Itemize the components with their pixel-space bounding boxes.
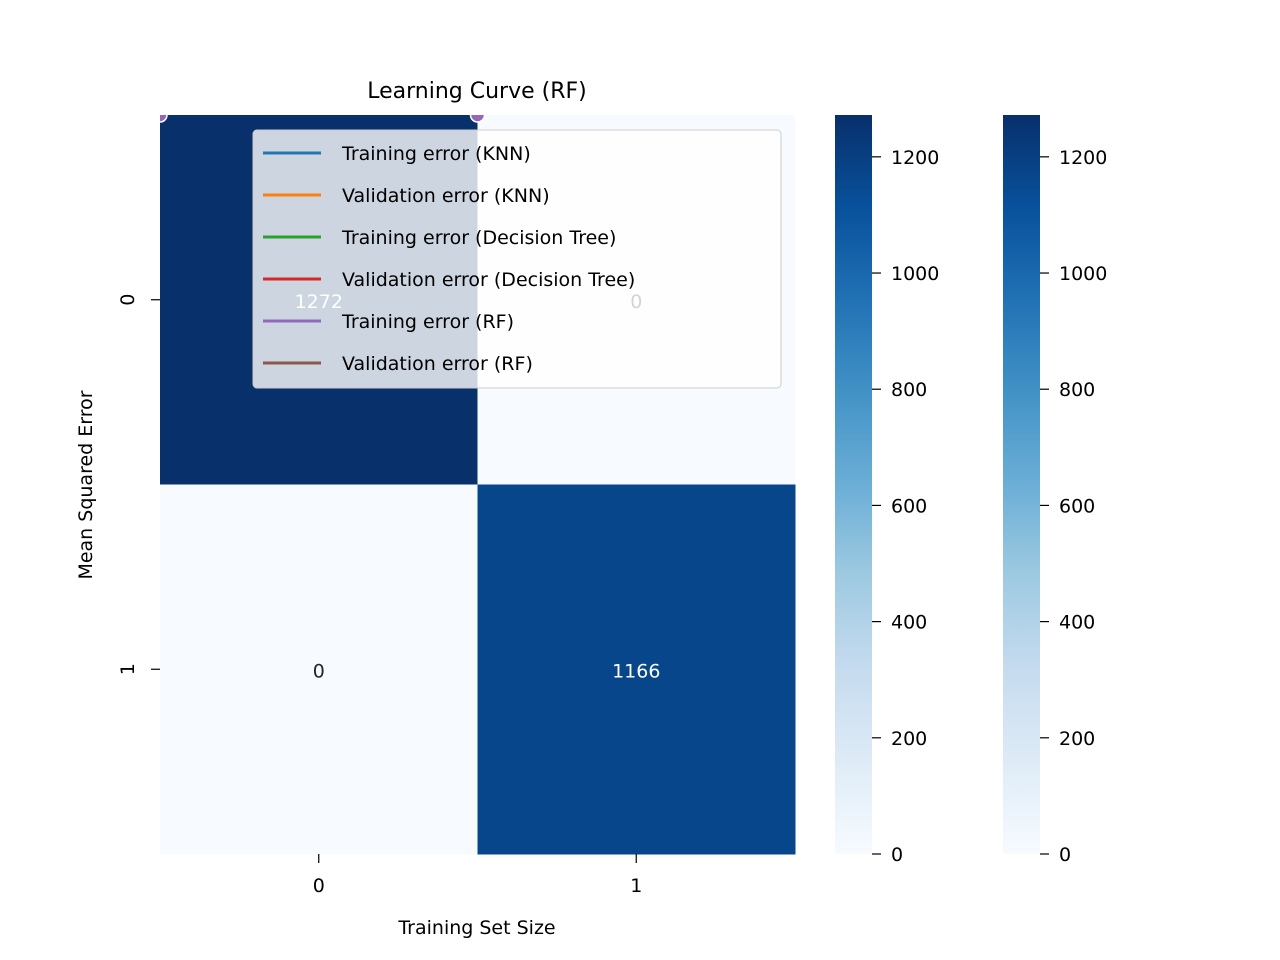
legend-label: Training error (KNN) — [341, 143, 531, 165]
colorbar-1-ticks: 0 200 400 600 800 1000 1200 — [872, 147, 939, 866]
rf-training-markers — [160, 115, 486, 123]
legend-label: Training error (Decision Tree) — [341, 227, 616, 249]
legend-label: Validation error (RF) — [342, 353, 533, 375]
heatmap-cell — [477, 484, 796, 855]
chart-title: Learning Curve (RF) — [367, 79, 587, 104]
y-axis-label: Mean Squared Error — [75, 390, 97, 579]
y-tick-label: 1 — [117, 663, 139, 675]
marker-point — [469, 115, 486, 123]
colorbar-tick-label: 1200 — [1059, 147, 1107, 169]
x-tick-label: 0 — [313, 875, 325, 897]
colorbar-tick-label: 400 — [891, 612, 927, 634]
legend-entries: Training error (KNN) Validation error (KN… — [263, 143, 635, 375]
x-axis-label: Training Set Size — [397, 917, 555, 939]
colorbar-tick-label: 0 — [1059, 844, 1071, 866]
legend-label: Validation error (KNN) — [342, 185, 550, 207]
colorbar-tick-label: 0 — [891, 844, 903, 866]
legend-label: Validation error (Decision Tree) — [342, 269, 635, 291]
colorbar-tick-label: 800 — [1059, 379, 1095, 401]
marker-point — [160, 115, 168, 123]
y-tick-label: 0 — [117, 294, 139, 306]
y-axis: 01 — [117, 294, 160, 675]
colorbar-tick-label: 200 — [1059, 728, 1095, 750]
colorbar-tick-label: 600 — [891, 495, 927, 517]
colorbar-tick-label: 800 — [891, 379, 927, 401]
colorbar-tick-label: 200 — [891, 728, 927, 750]
colorbar-1: 0 200 400 600 800 1000 1200 — [835, 115, 939, 866]
colorbar-2-gradient — [1003, 115, 1040, 854]
cell-value-label: 0 — [313, 660, 325, 682]
heatmap-cell — [160, 484, 478, 855]
legend: Training error (KNN) Validation error (KN… — [252, 129, 782, 389]
cell-value-label: 1166 — [612, 660, 660, 682]
legend-box — [252, 129, 782, 389]
colorbar-tick-label: 1200 — [891, 147, 939, 169]
legend-label: Training error (RF) — [341, 311, 514, 333]
colorbar-tick-label: 600 — [1059, 495, 1095, 517]
x-tick-label: 1 — [630, 875, 642, 897]
colorbar-2-ticks: 0 200 400 600 800 1000 1200 — [1040, 147, 1107, 866]
colorbar-tick-label: 1000 — [1059, 263, 1107, 285]
colorbar-tick-label: 1000 — [891, 263, 939, 285]
colorbar-2: 0 200 400 600 800 1000 1200 — [1003, 115, 1107, 866]
colorbar-tick-label: 400 — [1059, 612, 1095, 634]
colorbar-1-gradient — [835, 115, 872, 854]
